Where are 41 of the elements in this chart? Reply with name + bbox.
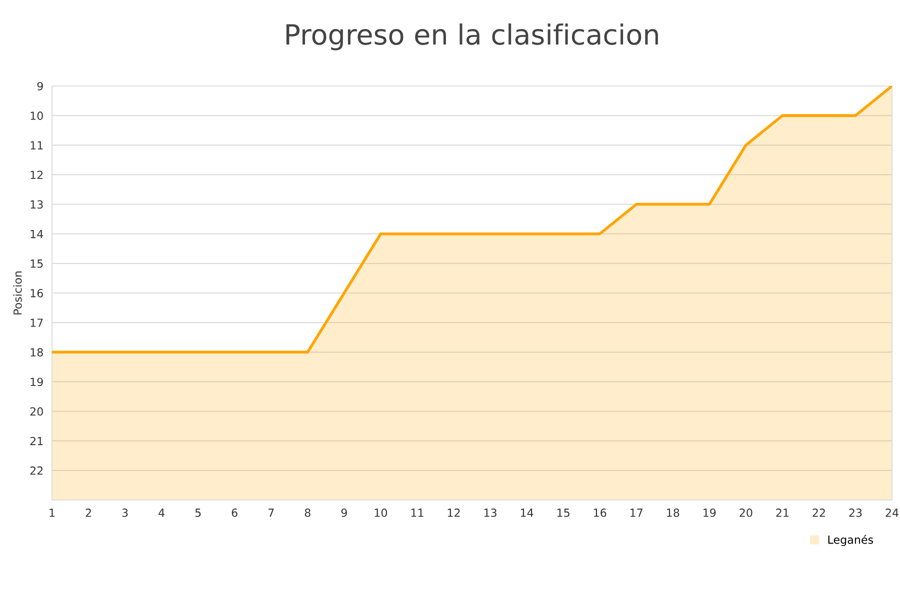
x-tick-label: 3 bbox=[122, 508, 128, 517]
y-tick-label: 11 bbox=[30, 141, 43, 150]
x-tick-label: 18 bbox=[667, 508, 680, 517]
x-tick-label: 11 bbox=[411, 508, 424, 517]
x-tick-label: 24 bbox=[886, 508, 898, 517]
x-tick-label: 13 bbox=[484, 508, 496, 517]
x-tick-label: 16 bbox=[594, 508, 606, 517]
y-tick-label: 10 bbox=[30, 112, 43, 120]
y-tick-label: 19 bbox=[30, 378, 43, 386]
x-tick-label: 20 bbox=[740, 508, 752, 517]
x-tick-label: 7 bbox=[268, 508, 274, 517]
x-tick-label: 10 bbox=[374, 508, 388, 517]
y-axis-title: Posicion bbox=[13, 271, 22, 314]
y-tick-label: 21 bbox=[30, 436, 43, 446]
x-tick-label: 1 bbox=[50, 508, 55, 517]
y-tick-label: 22 bbox=[30, 466, 43, 475]
x-tick-label: 23 bbox=[849, 508, 862, 517]
x-tick-label: 6 bbox=[232, 508, 238, 517]
y-tick-label: 18 bbox=[30, 348, 43, 357]
y-tick-label: 15 bbox=[30, 260, 43, 268]
x-tick-label: 9 bbox=[341, 508, 347, 517]
x-tick-label: 2 bbox=[86, 508, 91, 517]
x-tick-label: 22 bbox=[812, 508, 825, 517]
y-tick-label: 17 bbox=[30, 318, 43, 327]
y-tick-label: 16 bbox=[30, 288, 43, 298]
y-tick-label: 14 bbox=[30, 230, 44, 238]
x-tick-label: 12 bbox=[448, 508, 460, 517]
x-tick-label: 5 bbox=[195, 508, 201, 517]
x-tick-label: 15 bbox=[557, 508, 570, 517]
y-tick-label: 13 bbox=[30, 200, 43, 209]
x-tick-label: 17 bbox=[630, 508, 642, 517]
legend-label: Leganés bbox=[828, 534, 874, 546]
x-tick-label: 19 bbox=[704, 508, 716, 517]
y-tick-label: 12 bbox=[30, 170, 43, 179]
x-tick-label: 21 bbox=[776, 508, 788, 517]
x-tick-label: 14 bbox=[520, 508, 534, 517]
x-tick-label: 8 bbox=[304, 508, 310, 517]
y-tick-label: 9 bbox=[37, 82, 43, 90]
chart-title: Progreso en la clasificacion bbox=[286, 23, 658, 50]
y-tick-label: 20 bbox=[30, 407, 43, 416]
x-tick-label: 4 bbox=[158, 508, 164, 517]
